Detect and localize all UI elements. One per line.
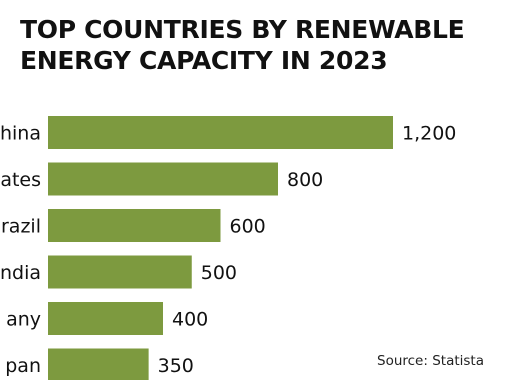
value-label: 600 — [230, 216, 266, 238]
bar-united-states — [48, 162, 278, 196]
chart-title: TOP COUNTRIES BY RENEWABLE ENERGY CAPACI… — [20, 15, 465, 75]
bar-germany — [48, 302, 163, 335]
bars-group — [48, 116, 393, 380]
value-label: 350 — [158, 355, 194, 377]
category-label: ates — [0, 169, 41, 191]
category-label: ndia — [0, 262, 41, 284]
value-label: 400 — [172, 309, 208, 331]
value-labels-group: 1,200 800 600 500 400 350 — [158, 123, 457, 378]
category-label: any — [6, 309, 41, 331]
bar-china — [48, 116, 393, 149]
bar-india — [48, 255, 192, 289]
bar-japan — [48, 348, 149, 380]
value-label: 500 — [201, 262, 237, 284]
bar-brazil — [48, 209, 221, 242]
value-label: 800 — [287, 169, 323, 191]
value-label: 1,200 — [402, 123, 456, 145]
category-label: razil — [1, 216, 41, 238]
category-label: pan — [5, 355, 41, 377]
category-label: hina — [0, 123, 41, 145]
category-labels-group: hina ates razil ndia any pan — [0, 123, 41, 378]
source-note: Source: Statista — [377, 353, 484, 369]
